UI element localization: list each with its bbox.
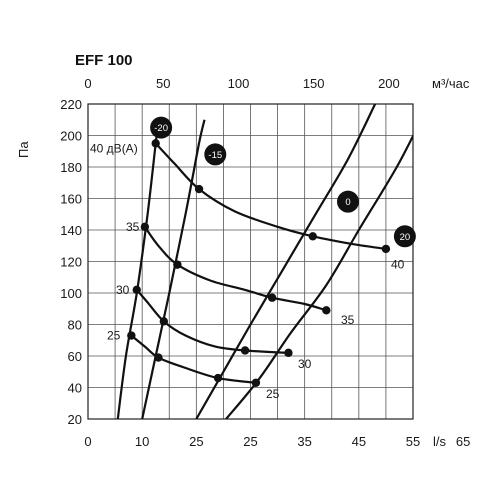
intersection-point [194, 184, 204, 194]
bottom-axis-unit: l/s [433, 434, 447, 449]
system-curve-marker [337, 190, 359, 213]
x-tick-label: 45 [352, 434, 366, 449]
intersection-point [251, 378, 261, 387]
intersection-point [154, 353, 163, 362]
intersection-point [240, 346, 250, 355]
y-tick-label: 200 [60, 129, 82, 144]
intersection-point [140, 222, 150, 232]
fan-curve-label: 35 [126, 220, 140, 234]
intersection-point [267, 293, 277, 302]
x-tick-label: 0 [84, 434, 91, 449]
curves [116, 104, 413, 419]
fan-curve-label: 35 [341, 313, 355, 327]
intersection-point [159, 317, 169, 326]
intersection-point [308, 232, 317, 241]
fan-curve-label: 25 [266, 387, 280, 401]
fan-curve-1 [143, 226, 327, 312]
system-curve-label: 0 [345, 197, 350, 208]
intersection-point [132, 285, 141, 295]
intersection-point [127, 331, 136, 340]
fan-curve-label: 25 [107, 329, 121, 343]
intersection-point [322, 306, 331, 315]
markers: -20 -15 0 20 40 дВ(A) 35 30 25 40 35 30 25 [90, 116, 416, 401]
y-tick-label: 100 [60, 286, 82, 301]
x-tick-label: 10 [135, 434, 149, 449]
fan-curve-label: 40 дВ(A) [90, 141, 138, 155]
intersection-point [151, 139, 160, 148]
system-curve-1 [141, 119, 206, 419]
y-tick-label: 160 [60, 192, 82, 207]
y-tick-label: 120 [60, 255, 82, 270]
top-tick-label: 50 [156, 76, 170, 91]
plot-frame [87, 103, 414, 420]
fan-curve-label: 30 [298, 357, 312, 371]
system-curve-2 [195, 104, 377, 419]
system-curve-label: -20 [154, 123, 168, 134]
x-tick-label: 25 [189, 434, 203, 449]
x-tick-label: 55 [406, 434, 420, 449]
system-curve-marker [150, 116, 173, 139]
intersection-point [173, 260, 182, 269]
y-tick-label: 140 [60, 223, 82, 238]
y-tick-label: 180 [60, 160, 82, 175]
y-tick-label: 20 [68, 412, 82, 427]
fan-curve-label: 40 [391, 258, 405, 272]
y-axis-label: Па [16, 141, 31, 158]
top-tick-label: 100 [228, 76, 250, 91]
x-tick-label: 65 [456, 434, 470, 449]
top-tick-label: 200 [378, 76, 400, 91]
y-tick-label: 60 [68, 349, 82, 364]
chart-title: EFF 100 [75, 52, 133, 69]
system-curve-label: -15 [208, 150, 222, 161]
y-tick-label: 80 [68, 318, 82, 333]
fan-curve-label: 30 [116, 283, 130, 297]
y-tick-label: 220 [60, 97, 82, 112]
x-tick-label: 35 [297, 434, 311, 449]
system-curve-marker [393, 225, 416, 248]
system-curve-marker [204, 143, 227, 166]
intersection-point [381, 244, 391, 254]
fan-curve-3 [130, 334, 257, 384]
x-tick-label: 25 [243, 434, 257, 449]
system-curve-label: 20 [400, 232, 411, 243]
y-tick-label: 40 [68, 381, 82, 396]
top-axis-unit: м³/час [432, 76, 470, 91]
intersection-point [284, 348, 293, 358]
intersection-point [213, 373, 223, 383]
fan-curve-0 [154, 142, 387, 250]
top-tick-label: 150 [303, 76, 325, 91]
top-tick-label: 0 [84, 76, 91, 91]
